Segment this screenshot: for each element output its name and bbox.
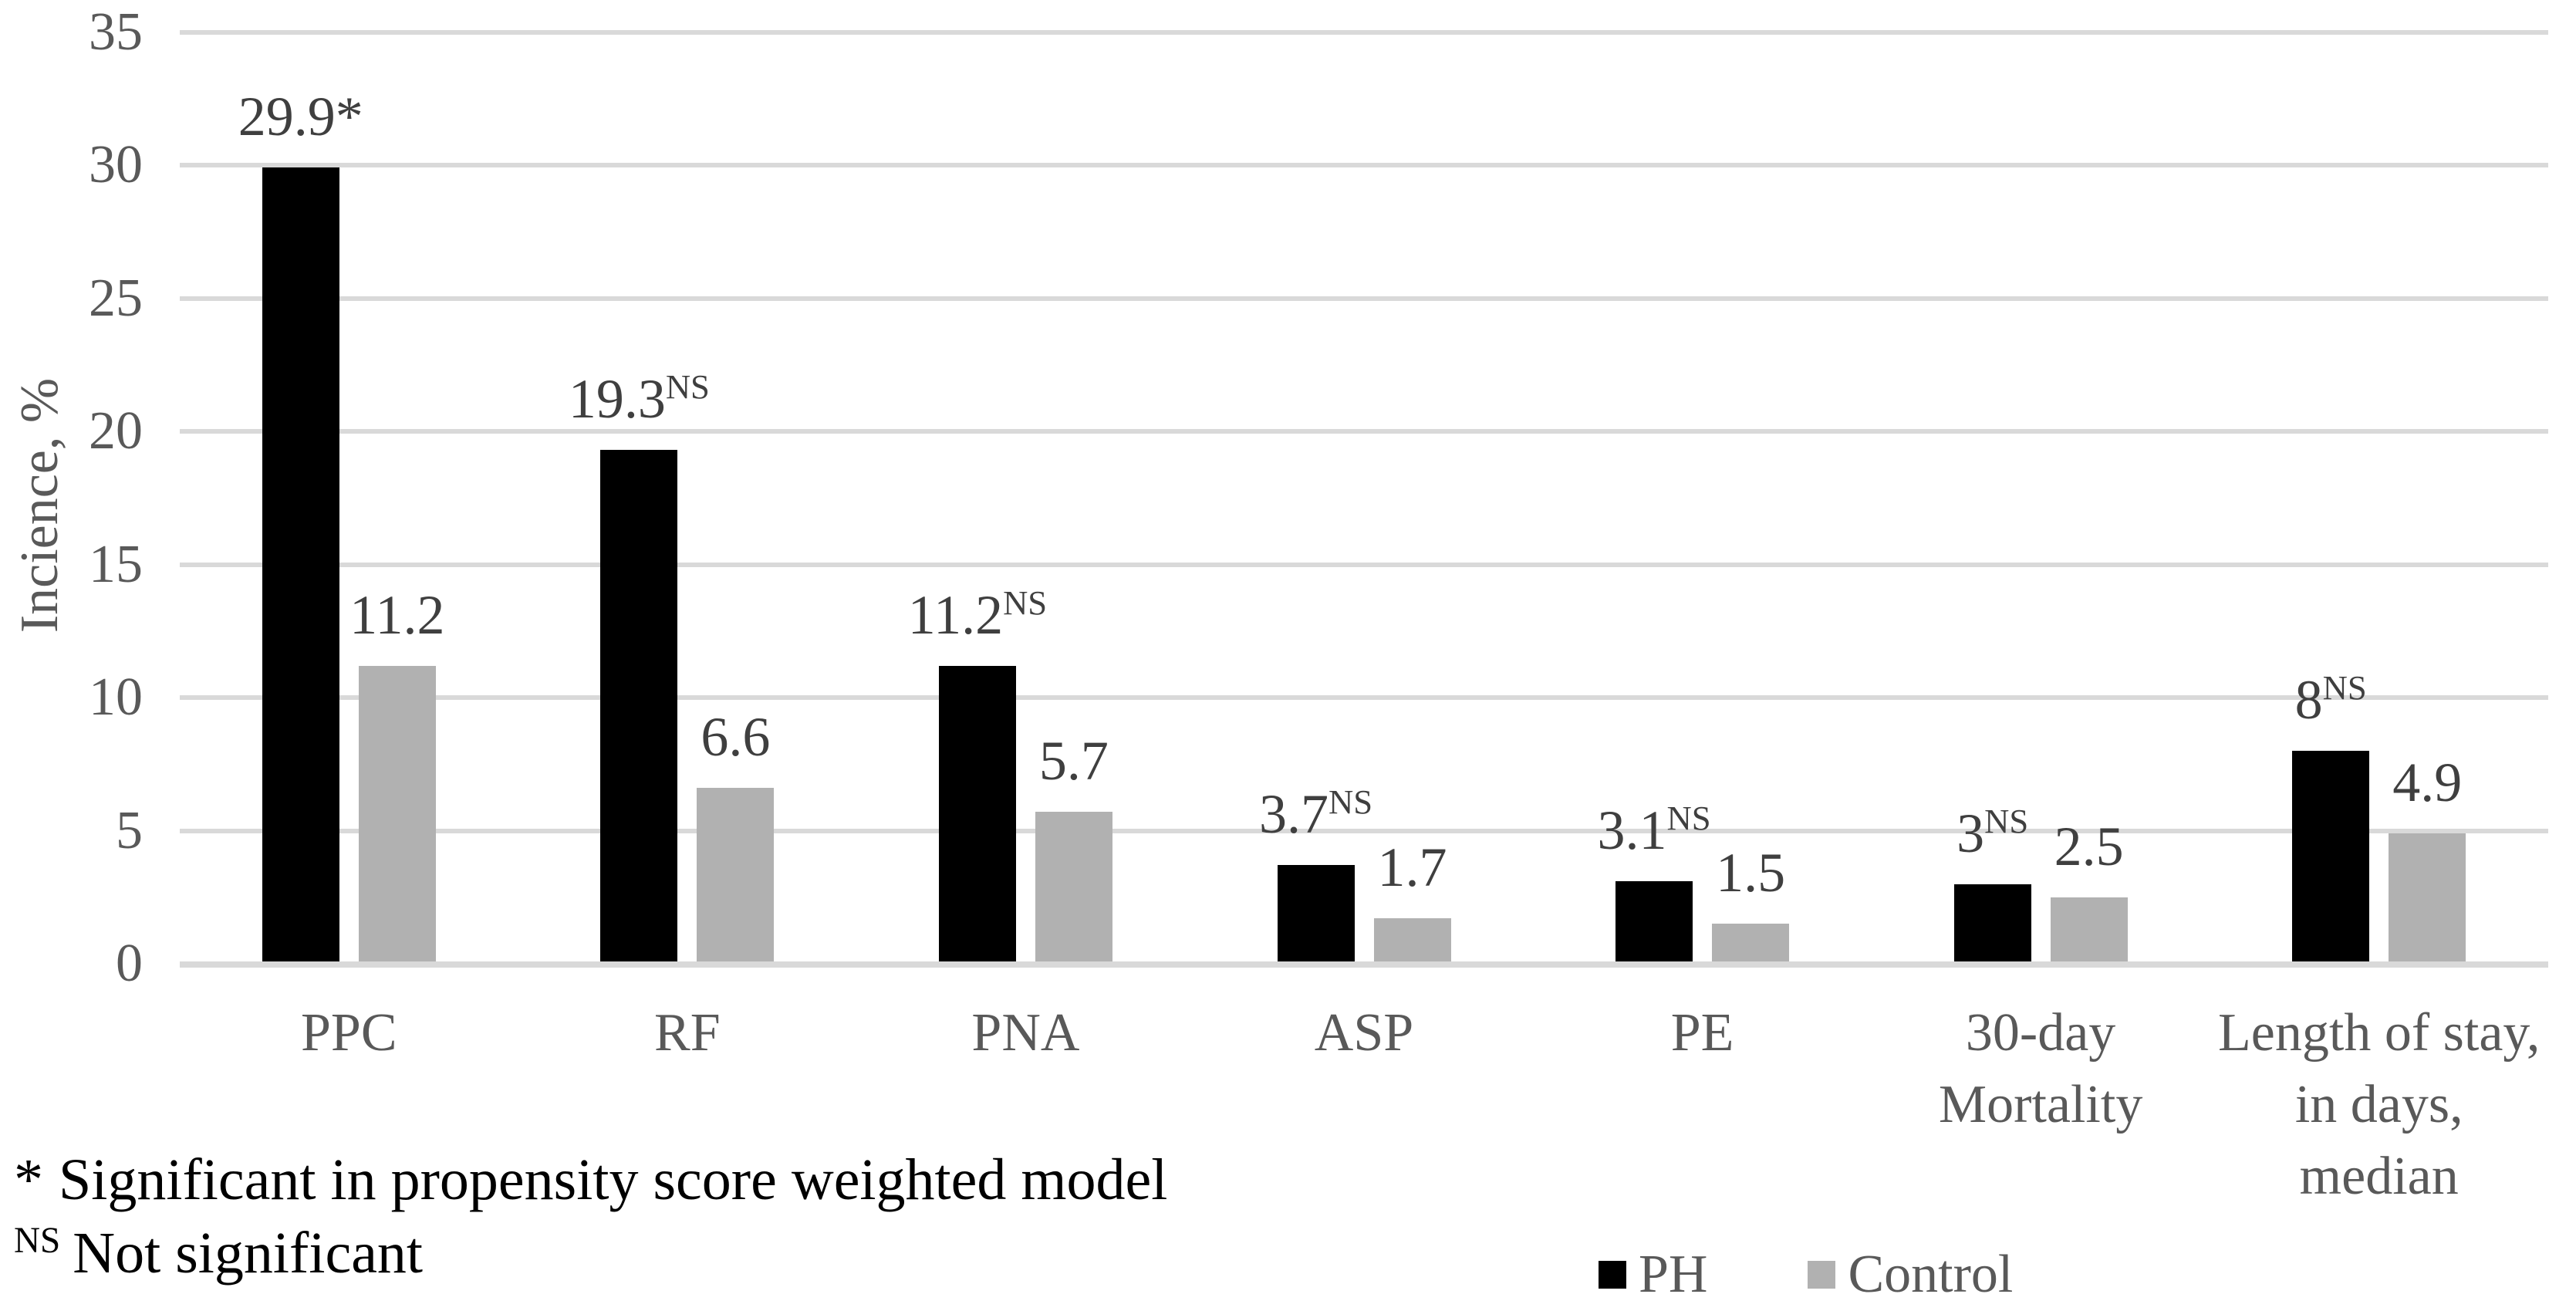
ns-marker: NS xyxy=(14,1221,61,1262)
data-label-control-3: 1.7 xyxy=(1377,836,1447,898)
y-tick-0: 0 xyxy=(116,934,143,993)
bar-ph-5 xyxy=(1953,884,2031,961)
legend: PH Control xyxy=(1599,1239,2013,1310)
control-swatch-icon xyxy=(1808,1261,1836,1289)
asterisk-marker: * xyxy=(14,1147,43,1212)
data-label-ph-6: 8NS xyxy=(2294,668,2367,731)
category-label-6: Length of stay, in days, median xyxy=(2218,1003,2541,1206)
y-tick-15: 15 xyxy=(89,534,143,594)
bar-control-3 xyxy=(1373,918,1451,961)
data-label-control-2: 5.7 xyxy=(1038,730,1109,792)
footnote-not-significant: NS Not significant xyxy=(14,1217,1167,1298)
category-label-2: PNA xyxy=(971,1003,1080,1063)
data-label-control-1: 6.6 xyxy=(701,706,771,768)
y-tick-35: 35 xyxy=(89,2,143,62)
bar-ph-2 xyxy=(938,666,1016,961)
x-axis-line xyxy=(180,961,2548,968)
footnotes: * Significant in propensity score weighte… xyxy=(14,1144,1167,1298)
category-label-4: PE xyxy=(1670,1003,1734,1063)
category-label-0: PPC xyxy=(301,1003,397,1063)
legend-item-ph: PH xyxy=(1599,1244,1707,1306)
gridline-5 xyxy=(180,828,2548,833)
bar-control-0 xyxy=(358,666,436,961)
bar-control-2 xyxy=(1035,812,1112,961)
gridline-15 xyxy=(180,562,2548,567)
bar-ph-3 xyxy=(1277,865,1355,961)
y-tick-10: 10 xyxy=(89,667,143,727)
bar-ph-0 xyxy=(262,167,339,961)
gridline-30 xyxy=(180,163,2548,167)
data-label-control-6: 4.9 xyxy=(2392,752,2463,813)
footnote-not-significant-text: Not significant xyxy=(73,1221,424,1286)
legend-label-ph: PH xyxy=(1639,1245,1708,1304)
data-label-ph-2: 11.2NS xyxy=(907,583,1048,646)
data-label-ph-4: 3.1NS xyxy=(1597,799,1711,861)
bar-ph-6 xyxy=(2292,751,2370,961)
bar-control-1 xyxy=(697,788,775,961)
category-label-5: 30-day Mortality xyxy=(1938,1003,2143,1134)
footnote-significant: * Significant in propensity score weighte… xyxy=(14,1144,1167,1217)
gridline-10 xyxy=(180,695,2548,700)
data-label-ph-5: 3NS xyxy=(1956,802,2029,864)
category-label-3: ASP xyxy=(1314,1003,1414,1063)
bar-ph-1 xyxy=(600,450,678,961)
ph-swatch-icon xyxy=(1599,1261,1626,1289)
data-label-control-0: 11.2 xyxy=(349,584,445,646)
footnote-significant-text: Significant in propensity score weighted… xyxy=(59,1147,1168,1212)
gridline-25 xyxy=(180,296,2548,301)
category-label-1: RF xyxy=(654,1003,721,1063)
data-label-ph-3: 3.7NS xyxy=(1258,782,1373,845)
legend-item-control: Control xyxy=(1808,1244,2013,1306)
y-tick-25: 25 xyxy=(89,268,143,328)
gridline-20 xyxy=(180,429,2548,434)
bar-ph-4 xyxy=(1615,881,1693,961)
legend-label-control: Control xyxy=(1848,1245,2014,1304)
bar-control-6 xyxy=(2389,833,2466,961)
data-label-ph-1: 19.3NS xyxy=(568,367,710,430)
gridline-35 xyxy=(180,29,2548,35)
y-tick-30: 30 xyxy=(89,135,143,194)
data-label-control-5: 2.5 xyxy=(2054,816,2124,877)
data-label-control-4: 1.5 xyxy=(1716,842,1786,904)
data-label-ph-0: 29.9* xyxy=(238,86,363,147)
y-tick-20: 20 xyxy=(89,401,143,461)
bar-control-4 xyxy=(1712,924,1790,961)
bar-control-5 xyxy=(2050,897,2128,961)
y-tick-5: 5 xyxy=(116,800,143,860)
